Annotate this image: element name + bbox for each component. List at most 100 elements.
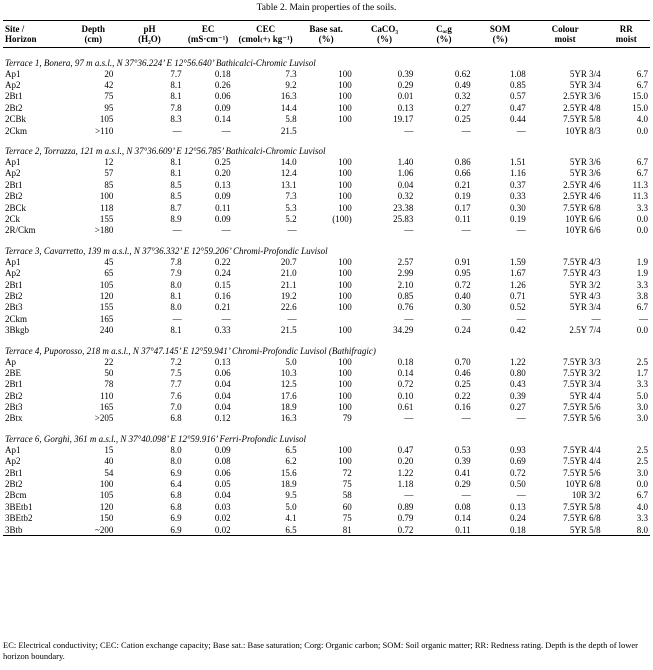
- table-cell: 0.04: [214, 490, 231, 501]
- table-cell: 0.14: [397, 367, 414, 378]
- table-cell: —: [639, 313, 648, 324]
- table-cell: 100: [338, 157, 352, 168]
- table-cell: 0.50: [509, 479, 526, 490]
- table-cell: —: [404, 413, 414, 424]
- table-cell: 0.25: [454, 379, 471, 390]
- table-cell: 1.08: [509, 68, 526, 79]
- table-cell: —: [404, 490, 414, 501]
- table-row: Ap2 57 8.1 0.20 12.4 100 1.06 0.66 1.16 5YR 3/6 6.…: [3, 168, 650, 179]
- table-cell: 5YR 3/6: [569, 157, 601, 168]
- horizon-cell: 2Bt1: [5, 179, 23, 190]
- table-cell: 100: [338, 379, 352, 390]
- table-cell: 16.3: [280, 91, 297, 102]
- table-cell: 100: [338, 168, 352, 179]
- section-title: Terrace 3, Cavarretto, 139 m a.s.l., N 3…: [5, 246, 328, 257]
- table-cell: 8.0: [170, 279, 182, 290]
- table-row: 2Bcm 105 6.8 0.04 9.5 58 — — — 10R 3/2 6.7: [3, 490, 650, 501]
- table-cell: —: [221, 125, 231, 136]
- table-cell: 8.1: [170, 157, 182, 168]
- table-row: 2Bt1 85 8.5 0.13 13.1 100 0.04 0.21 0.37 2.5YR 4/…: [3, 179, 650, 190]
- table-cell: 8.1: [170, 290, 182, 301]
- table-cell: 0.27: [509, 402, 526, 413]
- table-row: 2Bt2 110 7.6 0.04 17.6 100 0.10 0.22 0.39 5YR 4/4…: [3, 390, 650, 401]
- table-cell: —: [516, 490, 526, 501]
- table-cell: 7.3: [285, 68, 297, 79]
- table-cell: 2.5Y 7/4: [569, 325, 601, 336]
- table-cell: 8.5: [170, 191, 182, 202]
- table-cell: 20.7: [280, 256, 297, 267]
- table-cell: 0.22: [214, 256, 231, 267]
- table-cell: 118: [100, 202, 114, 213]
- table-cell: 2.5YR 4/6: [563, 191, 601, 202]
- table-cell: 0.30: [509, 202, 526, 213]
- horizon-cell: 2Bt2: [5, 102, 23, 113]
- table-cell: 60: [342, 501, 352, 512]
- horizon-cell: 2Bcm: [5, 490, 27, 501]
- table-cell: 7.5YR 5/8: [563, 114, 601, 125]
- table-row: 3BEtb1 120 6.8 0.03 5.0 60 0.89 0.08 0.13 7.5YR 5…: [3, 501, 650, 512]
- table-cell: 3.3: [636, 202, 648, 213]
- horizon-cell: 2BCk: [5, 202, 27, 213]
- table-cell: 0.30: [454, 302, 471, 313]
- table-body: Terrace 1, Bonera, 97 m a.s.l., N 37°36.…: [3, 48, 650, 537]
- table-cell: 18.9: [280, 402, 297, 413]
- table-cell: 0.71: [509, 290, 526, 301]
- column-header: (cmol₍+₎ kg⁻¹): [232, 34, 299, 48]
- table-cell: 0.14: [454, 513, 471, 524]
- table-cell: —: [404, 313, 414, 324]
- table-cell: 0.47: [509, 102, 526, 113]
- table-cell: 7.5YR 6/8: [563, 202, 601, 213]
- table-cell: 0.06: [214, 467, 231, 478]
- column-header: CEC: [232, 20, 299, 34]
- horizon-cell: 2Bt3: [5, 402, 23, 413]
- table-cell: 100: [338, 325, 352, 336]
- table-cell: 0.0: [636, 213, 648, 224]
- table-cell: 8.7: [170, 202, 182, 213]
- table-cell: 0.62: [454, 68, 471, 79]
- table-cell: 21.5: [280, 125, 297, 136]
- table-cell: 2.5: [636, 456, 648, 467]
- column-header: (%): [472, 34, 528, 48]
- table-cell: 0.01: [397, 91, 414, 102]
- section-title-row: Terrace 2, Torrazza, 121 m a.s.l., N 37°…: [3, 136, 650, 156]
- table-cell: 105: [99, 114, 114, 125]
- table-cell: 7.5YR 5/6: [563, 413, 601, 424]
- table-cell: 0.93: [509, 444, 526, 455]
- horizon-cell: Ap1: [5, 68, 21, 79]
- table-cell: —: [461, 225, 471, 236]
- table-cell: 1.22: [397, 467, 414, 478]
- table-cell: —: [461, 125, 471, 136]
- horizon-cell: 2Ckm: [5, 125, 28, 136]
- table-cell: 100: [99, 479, 114, 490]
- table-cell: 78: [104, 379, 114, 390]
- table-cell: 0.26: [214, 80, 231, 91]
- table-cell: 0.29: [454, 479, 471, 490]
- table-row: 2Btx >205 6.8 0.12 16.3 79 — — — 7.5YR 5/6 3.0: [3, 413, 650, 424]
- table-cell: 0.02: [214, 513, 231, 524]
- table-cell: 0.79: [397, 513, 414, 524]
- table-cell: 6.2: [285, 456, 297, 467]
- table-row: Ap2 65 7.9 0.24 21.0 100 2.99 0.95 1.67 7.5YR 4/3…: [3, 267, 650, 278]
- table-cell: 0.14: [214, 114, 231, 125]
- table-cell: —: [221, 313, 231, 324]
- table-cell: 75: [342, 513, 352, 524]
- table-cell: 0.19: [509, 213, 526, 224]
- table-cell: 0.15: [214, 279, 231, 290]
- table-cell: 0.32: [397, 191, 414, 202]
- horizon-cell: Ap: [5, 356, 16, 367]
- table-cell: 7.5: [170, 367, 182, 378]
- table-cell: 54: [104, 467, 114, 478]
- table-cell: 2.5YR 4/8: [563, 102, 601, 113]
- table-cell: 6.8: [170, 490, 182, 501]
- table-cell: 0.33: [214, 325, 231, 336]
- table-cell: 5.2: [285, 213, 297, 224]
- table-cell: 0.24: [454, 325, 471, 336]
- table-cell: 45: [104, 256, 114, 267]
- table-cell: 14.4: [280, 102, 297, 113]
- table-row: 3BEtb2 150 6.9 0.02 4.1 75 0.79 0.14 0.24 7.5YR 6…: [3, 513, 650, 524]
- table-cell: 4.0: [636, 501, 648, 512]
- table-cell: 0.04: [214, 379, 231, 390]
- table-cell: 0.13: [397, 102, 414, 113]
- table-cell: 0.33: [509, 191, 526, 202]
- table-row: Ap1 15 8.0 0.09 6.5 100 0.47 0.53 0.93 7.5YR 4/4 2…: [3, 444, 650, 455]
